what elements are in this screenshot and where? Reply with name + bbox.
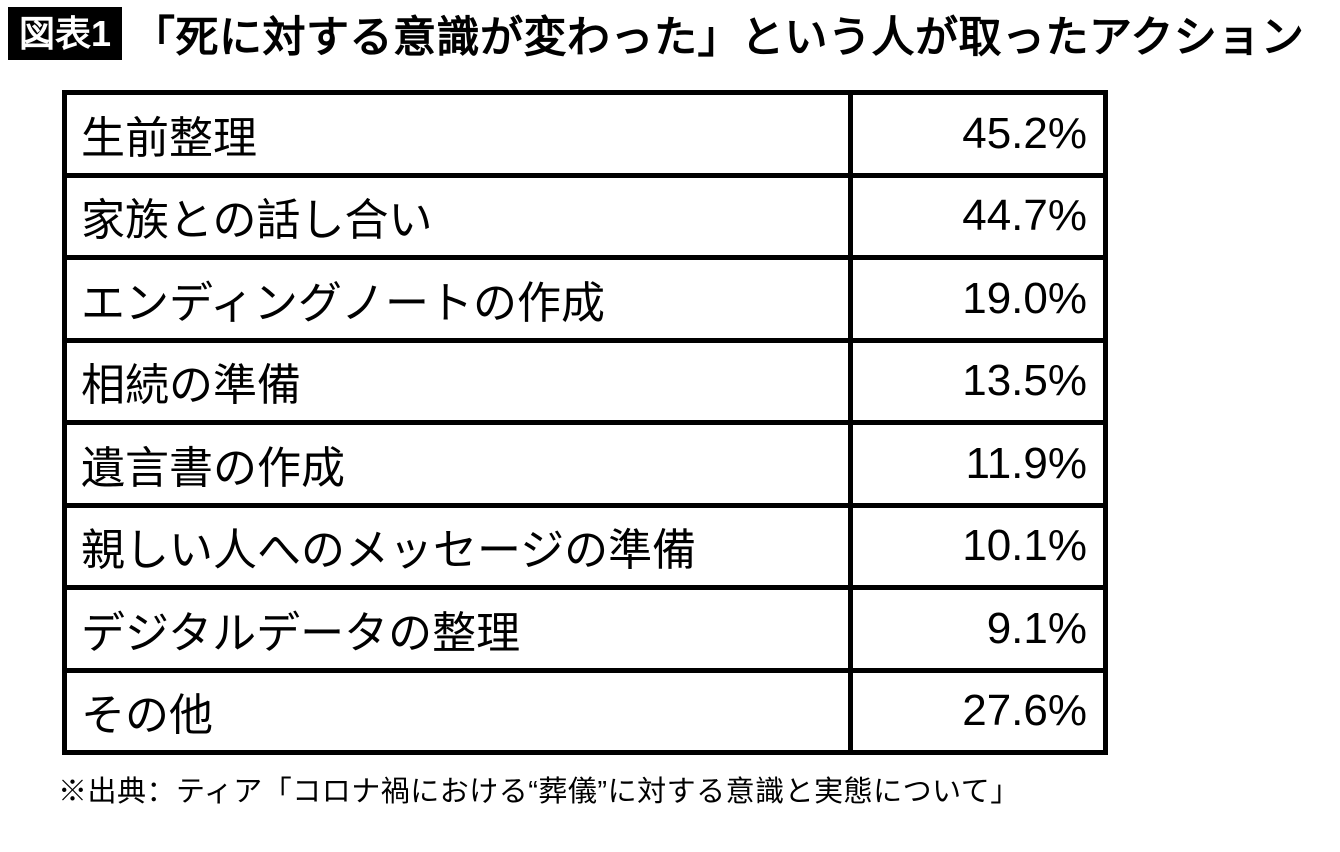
action-label-cell: 相続の準備 [62, 337, 853, 425]
action-label-cell: その他 [62, 667, 853, 755]
table-row: 生前整理 45.2% [62, 90, 1108, 178]
action-label-cell: 生前整理 [62, 90, 853, 178]
action-label-cell: 遺言書の作成 [62, 420, 853, 508]
table-row: 親しい人へのメッセージの準備 10.1% [62, 502, 1108, 590]
percentage-cell: 19.0% [848, 255, 1108, 343]
action-label-cell: 家族との話し合い [62, 172, 853, 260]
percentage-cell: 10.1% [848, 502, 1108, 590]
percentage-cell: 11.9% [848, 420, 1108, 508]
action-label-cell: 親しい人へのメッセージの準備 [62, 502, 853, 590]
percentage-cell: 13.5% [848, 337, 1108, 425]
table-row: 相続の準備 13.5% [62, 337, 1108, 425]
figure-badge: 図表1 [8, 7, 123, 60]
action-label-cell: エンディングノートの作成 [62, 255, 853, 343]
percentage-cell: 44.7% [848, 172, 1108, 260]
table-row: デジタルデータの整理 9.1% [62, 585, 1108, 673]
table-row: 家族との話し合い 44.7% [62, 172, 1108, 260]
percentage-cell: 45.2% [848, 90, 1108, 178]
figure-title: 「死に対する意識が変わった」という人が取ったアクション [132, 13, 1305, 62]
source-footnote: ※出典：ティア「コロナ禍における“葬儀”に対する意識と実態について」 [58, 776, 1020, 808]
figure-header: 図表1 「死に対する意識が変わった」という人が取ったアクション [8, 7, 1340, 62]
percentage-cell: 9.1% [848, 585, 1108, 673]
table-row: エンディングノートの作成 19.0% [62, 255, 1108, 343]
percentage-cell: 27.6% [848, 667, 1108, 755]
table-row: 遺言書の作成 11.9% [62, 420, 1108, 508]
table-row: その他 27.6% [62, 667, 1108, 755]
survey-results-table: 生前整理 45.2% 家族との話し合い 44.7% エンディングノートの作成 1… [62, 90, 1108, 755]
action-label-cell: デジタルデータの整理 [62, 585, 853, 673]
